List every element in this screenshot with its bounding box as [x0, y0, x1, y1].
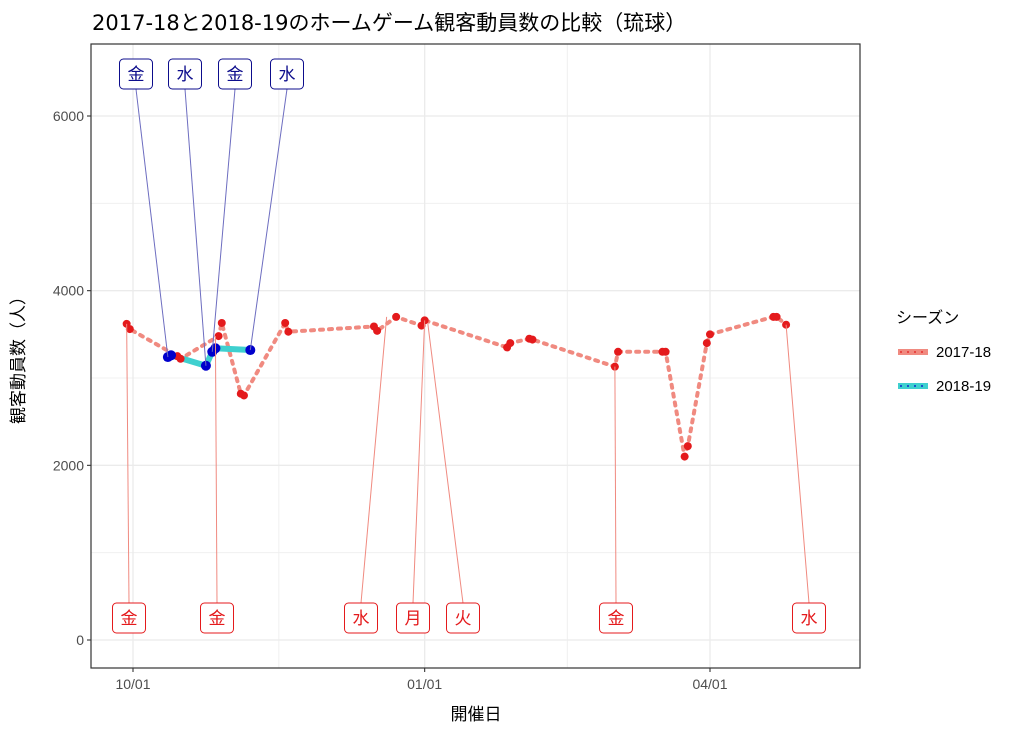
- data-point-2017-18: [614, 347, 623, 356]
- day-label: 月: [405, 609, 422, 629]
- x-tick-label: 01/01: [407, 676, 442, 692]
- legend-label: 2017-18: [936, 344, 991, 361]
- data-point-2017-18: [683, 442, 692, 451]
- day-label-box: [270, 58, 304, 90]
- data-point-2017-18: [506, 339, 515, 348]
- day-label: 水: [353, 609, 370, 629]
- data-point-2017-18: [706, 330, 714, 339]
- day-label-box: [446, 602, 480, 634]
- day-label: 金: [608, 609, 625, 629]
- label-leader-line: [249, 88, 288, 351]
- day-label: 水: [177, 65, 194, 85]
- legend-title: シーズン: [896, 308, 959, 327]
- x-tick-label: 10/01: [115, 676, 150, 692]
- data-point-2017-18: [661, 347, 670, 356]
- day-label: 金: [227, 65, 244, 85]
- label-leader-line: [214, 336, 218, 604]
- plot-panel-border: [90, 43, 861, 669]
- data-point-2017-18: [373, 326, 382, 335]
- y-axis-title: 観客動員数（人）: [9, 288, 29, 424]
- label-leader-line: [184, 88, 207, 366]
- label-leader-line: [412, 320, 426, 604]
- data-point-2017-18: [702, 339, 711, 348]
- data-point-2017-18: [176, 354, 185, 363]
- day-label: 火: [455, 609, 472, 629]
- day-label: 水: [801, 609, 818, 629]
- label-leader-line: [785, 324, 810, 604]
- label-leader-line: [135, 88, 169, 358]
- label-leader-line: [211, 88, 236, 352]
- major-gridlines: [91, 44, 860, 668]
- day-label-box: [344, 602, 378, 634]
- legend: シーズン 2017-18 2018-19: [896, 308, 991, 397]
- day-label-box: [599, 602, 633, 634]
- day-label-box: [119, 58, 153, 90]
- data-point-2017-18: [528, 335, 537, 344]
- series-layer: [122, 312, 791, 461]
- data-point-2017-18: [217, 318, 226, 327]
- x-axis-title: 開催日: [451, 705, 502, 725]
- day-label-box: [396, 602, 430, 634]
- y-tick-label: 2000: [53, 457, 84, 473]
- y-tick-label: 6000: [53, 108, 84, 124]
- chart-title: 2017-18と2018-19のホームゲーム観客動員数の比較（琉球）: [92, 11, 686, 35]
- label-leader-line: [126, 323, 130, 604]
- day-label-box: [200, 602, 234, 634]
- label-leader-line: [614, 366, 617, 604]
- data-point-2017-18: [214, 332, 223, 341]
- data-point-2017-18: [125, 325, 134, 334]
- day-label-box: [792, 602, 826, 634]
- y-axis: 0 2000 4000 6000: [53, 108, 91, 648]
- label-layer: 金水金水金金水月火金水: [112, 58, 826, 634]
- data-point-2018-19: [166, 350, 177, 361]
- day-label: 金: [121, 609, 138, 629]
- data-point-2017-18: [772, 312, 781, 321]
- data-point-2017-18: [284, 327, 293, 336]
- label-leader-line: [427, 323, 464, 604]
- legend-label: 2018-19: [936, 378, 991, 395]
- data-point-2017-18: [239, 391, 248, 400]
- day-label-box: [168, 58, 202, 90]
- data-point-2017-18: [281, 318, 290, 327]
- data-point-2017-18: [680, 452, 689, 461]
- x-tick-label: 04/01: [692, 676, 727, 692]
- day-label-box: [218, 58, 252, 90]
- x-axis: 10/01 01/01 04/01: [115, 668, 728, 692]
- data-point-2017-18: [392, 312, 401, 321]
- label-leader-line: [360, 316, 388, 604]
- day-label: 金: [209, 609, 226, 629]
- y-tick-label: 4000: [53, 283, 84, 299]
- day-label-box: [112, 602, 146, 634]
- y-tick-label: 0: [76, 632, 84, 648]
- day-label: 水: [279, 65, 296, 85]
- day-label: 金: [128, 65, 145, 85]
